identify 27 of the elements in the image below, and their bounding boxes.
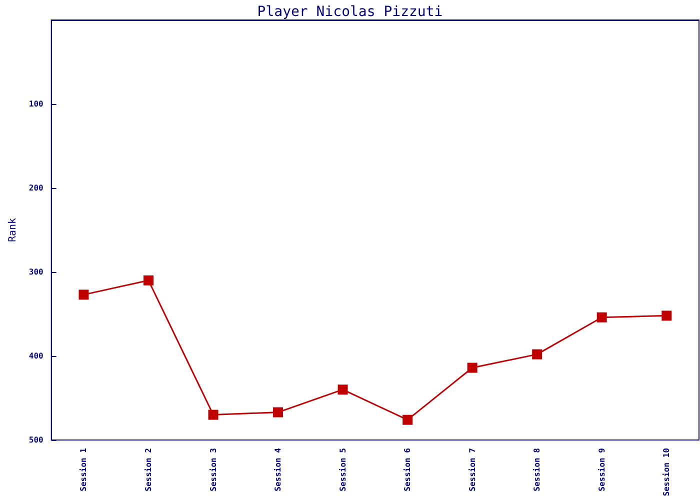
x-tick-label: Session 3	[208, 448, 218, 492]
x-tick-label: Session 4	[274, 448, 283, 492]
point	[273, 407, 284, 418]
y-axis-title: Rank	[8, 218, 18, 242]
y-tick-label: 400	[28, 352, 44, 360]
chart-title: Player Nicolas Pizzuti	[257, 4, 443, 20]
y-tick-label: 500	[28, 436, 44, 444]
x-tick-label: Session 9	[597, 448, 606, 492]
y-tick-label: 100	[28, 100, 44, 108]
x-tick-label: Session 6	[403, 448, 412, 492]
x-tick-label: Session 1	[79, 448, 88, 492]
point	[338, 384, 348, 395]
point	[662, 310, 672, 321]
point	[143, 275, 154, 286]
x-tick-label: Session 8	[532, 448, 542, 492]
x-tick-label: Session 2	[144, 448, 153, 492]
x-tick-label: Session 7	[468, 448, 477, 492]
point	[596, 312, 607, 322]
point	[208, 410, 218, 420]
y-tick-label: 300	[28, 268, 44, 276]
point	[532, 349, 542, 360]
point	[78, 290, 89, 300]
x-tick-label: Session 5	[338, 448, 348, 492]
point	[402, 414, 413, 425]
y-tick-label: 200	[28, 184, 44, 192]
point	[467, 362, 478, 373]
x-tick-label: Session 10	[662, 448, 672, 496]
